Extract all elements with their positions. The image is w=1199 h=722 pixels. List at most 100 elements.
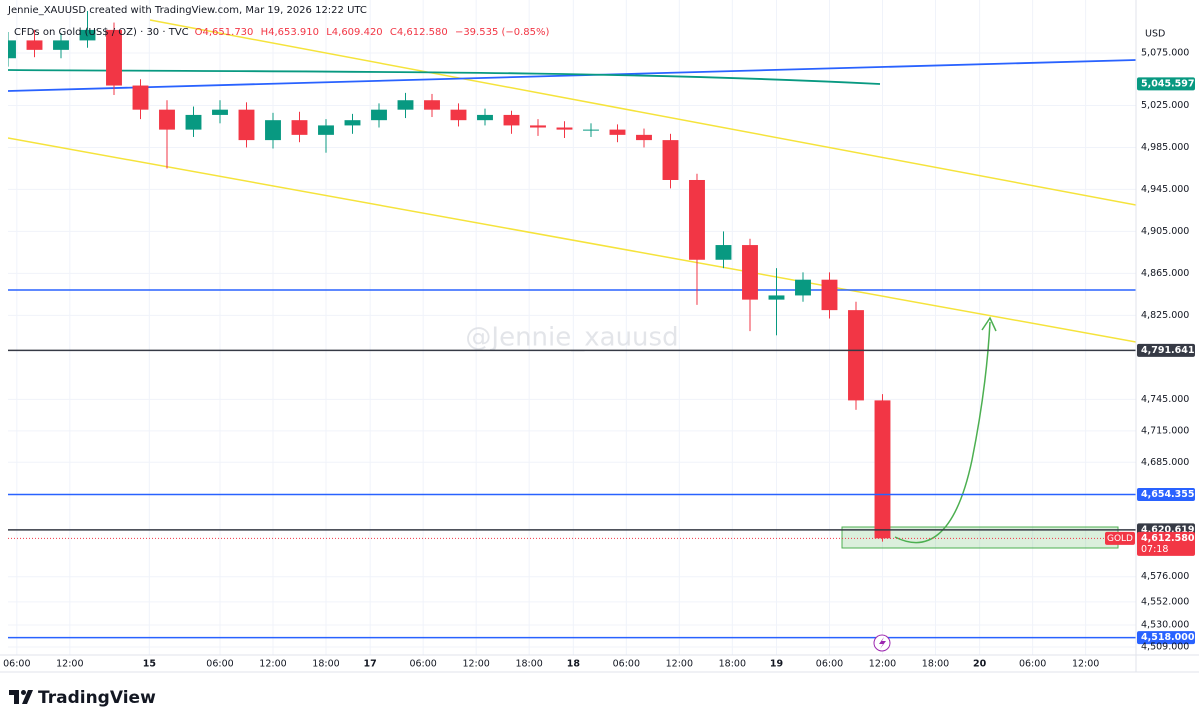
drawings [8, 19, 1136, 549]
candle-body [106, 29, 122, 86]
x-tick-label: 06:00 [206, 659, 233, 670]
y-tick-label: 4,685.000 [1141, 457, 1189, 468]
x-tick-label: 06:00 [1019, 659, 1046, 670]
price-label-box [1137, 343, 1195, 357]
x-tick-label: 18:00 [515, 659, 542, 670]
trendline [8, 59, 1136, 92]
candle-body [503, 114, 520, 126]
x-tick-label: 19 [770, 659, 783, 670]
x-tick-label: 20 [973, 659, 987, 670]
candle-body [636, 134, 652, 141]
ohlc: O4,651.730 H4,653.910 L4,609.420 C4,612.… [195, 27, 550, 38]
candle-body [609, 129, 626, 135]
y-tick-label: 4,825.000 [1141, 310, 1189, 321]
x-tick-label: 12:00 [259, 659, 286, 670]
x-tick-label: 06:00 [3, 659, 30, 670]
price-label-box [1137, 487, 1195, 501]
candle-body [477, 114, 493, 121]
x-tick-label: 06:00 [613, 659, 640, 670]
candle-body [689, 179, 705, 260]
x-tick-label: 06:00 [409, 659, 436, 670]
low: L4,609.420 [326, 27, 382, 38]
y-tick-label: 4,985.000 [1141, 142, 1189, 153]
candle-body [397, 100, 414, 110]
candle-body [132, 85, 149, 110]
x-tick-label: 12:00 [56, 659, 83, 670]
y-tick-label: 4,530.000 [1141, 619, 1189, 630]
y-tick-label: 4,509.000 [1141, 642, 1189, 653]
candle-body [715, 245, 732, 260]
price-label: 4,612.580 [1141, 533, 1195, 544]
y-tick-label: 4,552.000 [1141, 596, 1189, 607]
moving-average [8, 69, 881, 85]
candles [8, 11, 891, 542]
candle-body [159, 109, 175, 130]
y-tick-label: 4,945.000 [1141, 184, 1189, 195]
change: −39.535 (−0.85%) [455, 27, 550, 38]
x-tick-label: 18:00 [312, 659, 339, 670]
high: H4,653.910 [261, 27, 319, 38]
candle-body [450, 109, 467, 121]
price-label: 4,791.641 [1141, 345, 1195, 356]
candle-body [265, 120, 281, 141]
candle-body [212, 109, 228, 115]
x-tick-label: 18:00 [719, 659, 746, 670]
y-tick-label: 4,865.000 [1141, 268, 1189, 279]
price-label-box [1137, 631, 1195, 645]
price-label: 4,654.355 [1141, 489, 1195, 500]
arrow [894, 321, 991, 544]
close: C4,612.580 [390, 27, 448, 38]
plot-area [8, 0, 1136, 655]
candle-body [238, 109, 255, 141]
price-label: 5,045.597 [1141, 78, 1195, 89]
candle-body [8, 40, 16, 59]
candle-body [344, 120, 361, 126]
countdown: 07:18 [1141, 544, 1168, 555]
open: O4,651.730 [195, 27, 254, 38]
candle-body [874, 400, 891, 539]
candle-body [662, 140, 679, 180]
levels: 5,045.597 4,791.641 4,654.355 4,620.6194,61… [8, 77, 1195, 645]
x-tick-label: 12:00 [869, 659, 896, 670]
y-tick-label: 5,025.000 [1141, 100, 1189, 111]
candle-body [185, 114, 202, 130]
candle-body [424, 100, 440, 110]
symbol: CFDs on Gold (US$ / OZ) · 30 · TVC [14, 27, 189, 38]
x-tick-label: 12:00 [462, 659, 489, 670]
candle-body [291, 120, 308, 135]
candle-body [742, 245, 758, 300]
x-tick-label: 12:00 [666, 659, 693, 670]
y-tick-label: 5,075.000 [1141, 48, 1189, 59]
candle-body [318, 125, 334, 135]
y-tick-label: 4,745.000 [1141, 394, 1189, 405]
x-tick-label: 12:00 [1072, 659, 1099, 670]
x-tick-label: 17 [364, 659, 377, 670]
x-tick-label: 18:00 [922, 659, 949, 670]
symbol-tag-box [1105, 531, 1135, 545]
candle-body [26, 40, 43, 50]
candle-body [53, 40, 69, 50]
candle-body [530, 125, 546, 128]
price-label: 4,620.619 [1141, 524, 1195, 535]
y-tick-label: 4,905.000 [1141, 226, 1189, 237]
y-tick-label: 4,576.000 [1141, 571, 1189, 582]
brand: TradingView [38, 688, 156, 708]
candle-body [556, 127, 573, 130]
arrow-head [981, 316, 997, 332]
logo [9, 690, 33, 704]
credit: Jennie_XAUUSD created with TradingView.c… [7, 5, 367, 16]
price-label: 4,518.000 [1141, 632, 1195, 643]
x-tick-label: 18 [567, 659, 581, 670]
x-tick-label: 06:00 [816, 659, 843, 670]
trendline [8, 137, 1136, 343]
watermark: @Jennie_xauusd [465, 323, 678, 353]
candle-body [79, 29, 96, 41]
x-tick-label: 15 [143, 659, 156, 670]
price-label-box [1137, 531, 1195, 556]
y-tick-label: 4,715.000 [1141, 425, 1189, 436]
price-label-box [1137, 77, 1195, 91]
candle-body [583, 129, 599, 131]
event-icon [879, 637, 886, 649]
candle-body [795, 279, 811, 296]
